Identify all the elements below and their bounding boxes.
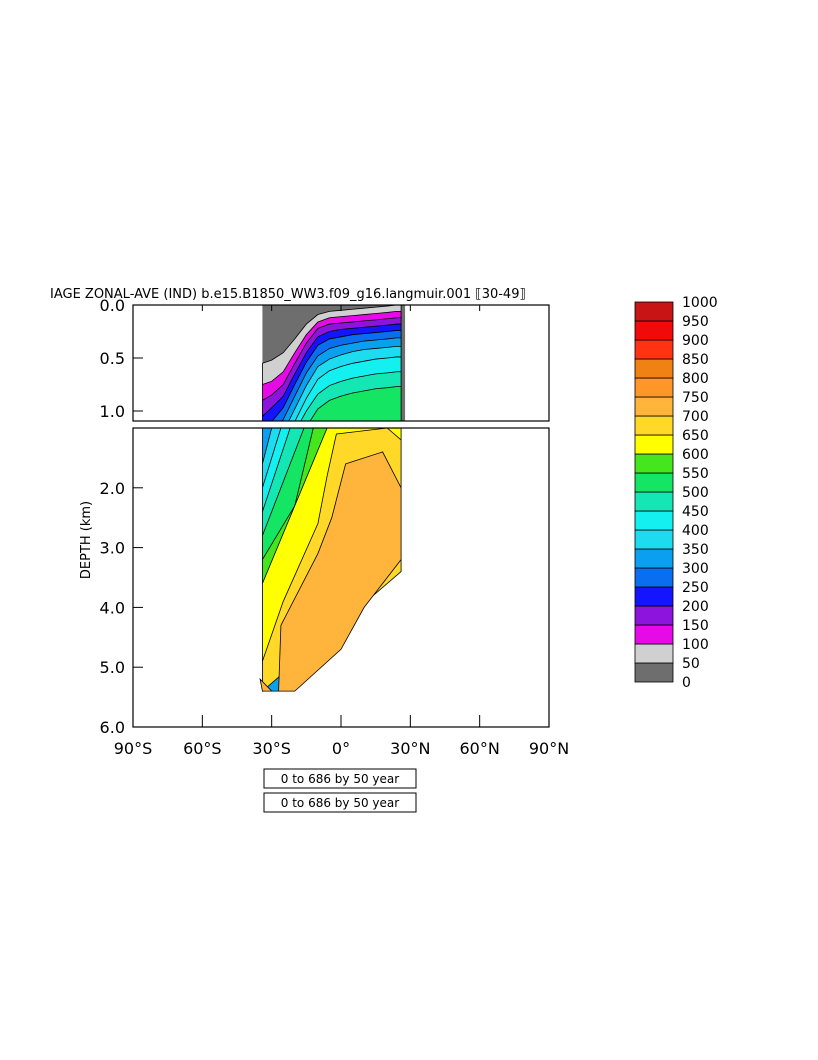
colorbar-swatch [634, 605, 674, 626]
colorbar-label: 950 [682, 314, 709, 330]
colorbar-label: 750 [682, 390, 709, 406]
y-tick-label: 0.5 [100, 349, 125, 368]
colorbar-swatch [634, 358, 674, 379]
note-label: 0 to 686 by 50 year [281, 772, 399, 786]
x-tick-label: 90°S [114, 739, 153, 758]
note-box [263, 768, 417, 789]
x-tick-label: 90°N [529, 739, 569, 758]
x-tick-label: 30°S [252, 739, 291, 758]
colorbar-swatch [634, 472, 674, 493]
x-tick-label: 60°N [460, 739, 500, 758]
colorbar: 0 50 100 150 200 250 300 350 400 450 500 550 600 650 7… [634, 295, 718, 691]
axes: 0.0 0.5 1.0 2.0 3.0 4.0 5.0 6.0 90°S 60°S 30°S 0° 30… [100, 296, 570, 758]
colorbar-label: 250 [682, 580, 709, 596]
note-boxes: 0 to 686 by 50 year 0 to 686 by 50 year [263, 768, 417, 813]
x-tick-label: 60°S [183, 739, 222, 758]
y-axis-label: DEPTH (km) [79, 501, 94, 579]
upper-panel-fill [262, 305, 406, 421]
note-box [263, 792, 417, 813]
colorbar-label: 350 [682, 542, 709, 558]
colorbar-swatch [634, 586, 674, 607]
colorbar-label: 0 [682, 675, 691, 691]
colorbar-label: 1000 [682, 295, 718, 311]
x-tick-label: 30°N [390, 739, 430, 758]
colorbar-label: 500 [682, 485, 709, 501]
colorbar-swatch [634, 624, 674, 645]
chart-title: IAGE ZONAL-AVE (IND) b.e15.B1850_WW3.f09… [50, 287, 526, 302]
colorbar-swatch [634, 548, 674, 569]
lower-panel [259, 428, 402, 692]
lower-panel-fill [259, 428, 402, 692]
colorbar-label: 700 [682, 409, 709, 425]
y-tick-label: 6.0 [100, 718, 125, 737]
colorbar-swatch [634, 567, 674, 588]
colorbar-swatch [634, 434, 674, 455]
colorbar-label: 300 [682, 561, 709, 577]
y-tick-label: 0.0 [100, 296, 125, 315]
x-tick-label: 0° [332, 739, 350, 758]
colorbar-swatch [634, 643, 674, 664]
colorbar-swatch [634, 396, 674, 417]
colorbar-swatch [634, 339, 674, 360]
y-tick-label: 3.0 [100, 539, 125, 558]
colorbar-label: 550 [682, 466, 709, 482]
colorbar-swatch [634, 662, 674, 683]
colorbar-swatch [634, 301, 674, 322]
y-tick-label: 4.0 [100, 598, 125, 617]
colorbar-label: 850 [682, 352, 709, 368]
colorbar-swatch [634, 377, 674, 398]
colorbar-label: 50 [682, 656, 700, 672]
y-tick-label: 1.0 [100, 402, 125, 421]
colorbar-swatch [634, 510, 674, 531]
colorbar-label: 600 [682, 447, 709, 463]
colorbar-swatch [634, 320, 674, 341]
colorbar-label: 150 [682, 618, 709, 634]
note-label: 0 to 686 by 50 year [281, 796, 399, 810]
y-tick-label: 5.0 [100, 658, 125, 677]
colorbar-swatch [634, 415, 674, 436]
colorbar-swatch [634, 491, 674, 512]
colorbar-label: 900 [682, 333, 709, 349]
band-700-edge [259, 677, 273, 692]
colorbar-label: 100 [682, 637, 709, 653]
upper-panel [262, 305, 406, 421]
band-500 [262, 386, 402, 421]
colorbar-label: 200 [682, 599, 709, 615]
colorbar-swatch [634, 453, 674, 474]
colorbar-swatch [634, 529, 674, 550]
colorbar-label: 400 [682, 523, 709, 539]
band-700 [278, 451, 402, 692]
y-tick-label: 2.0 [100, 479, 125, 498]
colorbar-label: 650 [682, 428, 709, 444]
colorbar-label: 800 [682, 371, 709, 387]
colorbar-label: 450 [682, 504, 709, 520]
